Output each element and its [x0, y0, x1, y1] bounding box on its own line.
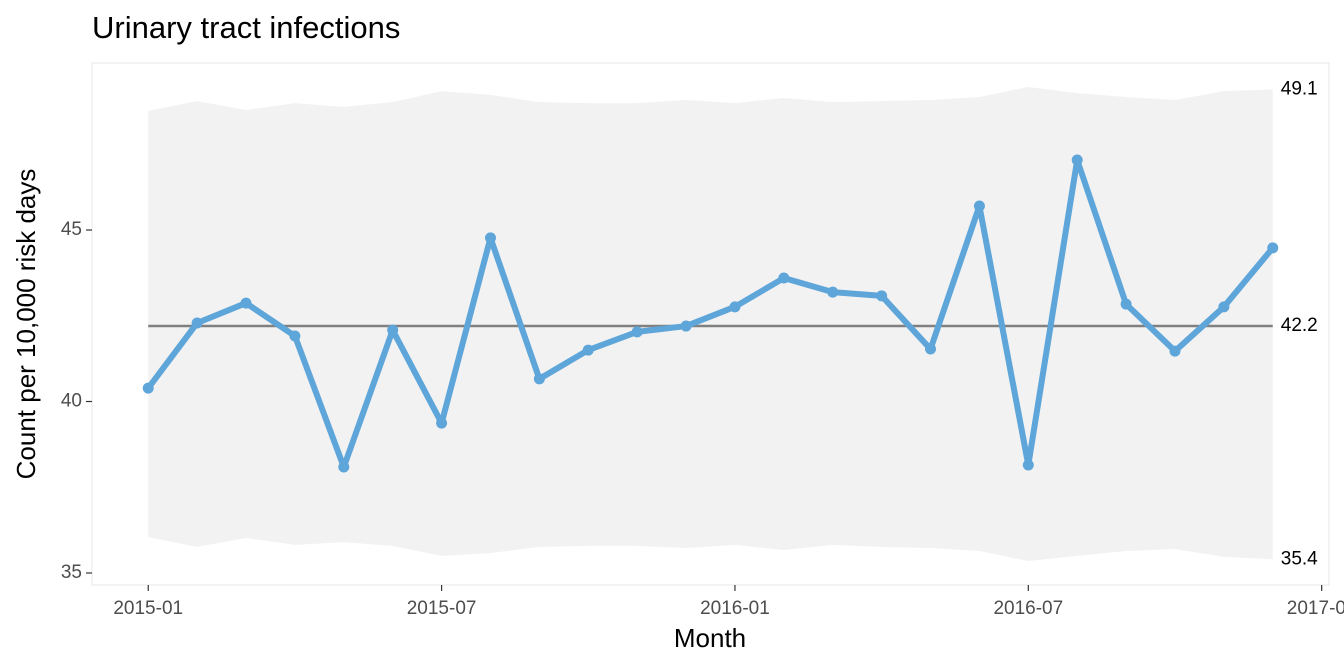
chart-title: Urinary tract infections	[92, 10, 400, 45]
data-point	[338, 461, 350, 473]
data-point	[876, 290, 888, 302]
data-point	[484, 232, 496, 244]
x-tick-label: 2016-01	[700, 598, 770, 619]
data-point	[582, 344, 594, 356]
data-point	[1267, 242, 1279, 254]
y-axis-label: Count per 10,000 risk days	[11, 169, 41, 480]
y-tick-label: 35	[61, 562, 82, 583]
data-point	[1022, 459, 1034, 471]
x-tick-label: 2015-01	[113, 598, 183, 619]
data-point	[436, 417, 448, 429]
data-point	[240, 297, 252, 309]
y-tick-label: 45	[61, 219, 82, 240]
plot-panel	[91, 62, 1330, 586]
x-tick-label: 2017-01	[1287, 598, 1344, 619]
data-point	[387, 324, 399, 336]
data-point	[778, 272, 790, 284]
data-point	[191, 317, 203, 329]
data-point	[827, 286, 839, 298]
data-point	[973, 200, 985, 212]
lower-limit-label: 35.4	[1281, 548, 1318, 569]
data-point	[1218, 301, 1230, 313]
x-axis-label: Month	[674, 623, 746, 653]
data-point	[1169, 345, 1181, 357]
data-point	[289, 330, 301, 342]
data-point	[631, 326, 643, 338]
x-tick-label: 2016-07	[993, 598, 1063, 619]
data-point	[142, 382, 154, 394]
data-line	[145, 157, 1276, 471]
data-point	[729, 301, 741, 313]
x-tick-label: 2015-07	[407, 598, 477, 619]
center-label: 42.2	[1281, 315, 1318, 336]
y-tick-label: 40	[61, 391, 82, 412]
data-point	[925, 343, 937, 355]
control-band	[148, 87, 1273, 561]
data-point	[1071, 154, 1083, 166]
data-point	[533, 373, 545, 385]
data-point	[1120, 298, 1132, 310]
data-point	[680, 320, 692, 332]
upper-limit-label: 49.1	[1281, 78, 1318, 99]
